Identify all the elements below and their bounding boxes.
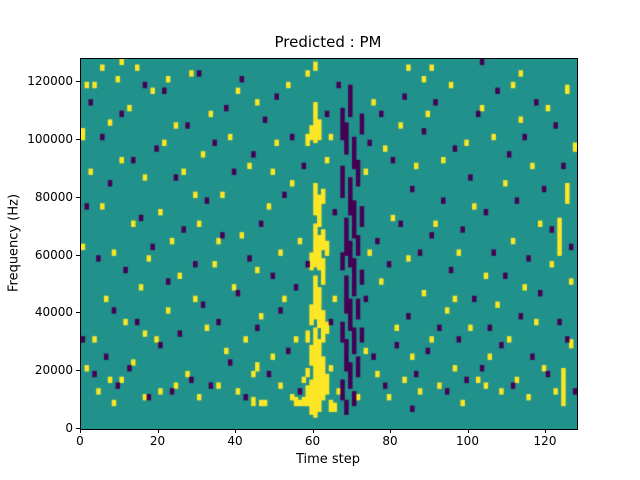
y-tick-mark — [76, 81, 80, 83]
y-tick-label: 60000 — [34, 247, 73, 262]
y-tick-label: 100000 — [27, 131, 73, 146]
x-tick-mark — [390, 429, 391, 433]
x-tick-label: 20 — [149, 434, 166, 448]
y-tick-mark — [76, 254, 80, 256]
y-tick-label: 20000 — [34, 363, 73, 378]
x-tick-label: 80 — [382, 434, 398, 448]
x-axis-label: Time step — [295, 452, 361, 467]
y-tick-label: 40000 — [34, 305, 73, 320]
x-tick-mark — [235, 429, 236, 433]
y-tick-mark — [76, 196, 80, 198]
heatmap-canvas — [81, 59, 577, 429]
y-tick-label: 0 — [65, 421, 73, 435]
x-tick-label: 60 — [304, 434, 321, 448]
chart-title: Predicted : PM — [274, 33, 382, 51]
y-tick-label: 120000 — [27, 74, 73, 89]
x-tick-mark — [312, 429, 314, 433]
x-tick-mark — [545, 429, 546, 433]
y-tick-mark — [76, 370, 80, 372]
x-tick-label: 0 — [76, 434, 84, 448]
x-tick-label: 120 — [533, 434, 557, 448]
x-tick-label: 100 — [456, 434, 479, 448]
x-tick-mark — [80, 429, 81, 433]
y-tick-mark — [76, 138, 80, 140]
plot-area — [80, 58, 578, 430]
y-tick-mark — [76, 428, 80, 429]
y-tick-label: 80000 — [34, 189, 73, 204]
y-axis-label: Frequency (Hz) — [6, 193, 22, 293]
x-tick-mark — [157, 429, 159, 433]
y-tick-mark — [76, 312, 80, 314]
x-tick-mark — [467, 429, 469, 433]
x-tick-label: 40 — [227, 434, 243, 448]
